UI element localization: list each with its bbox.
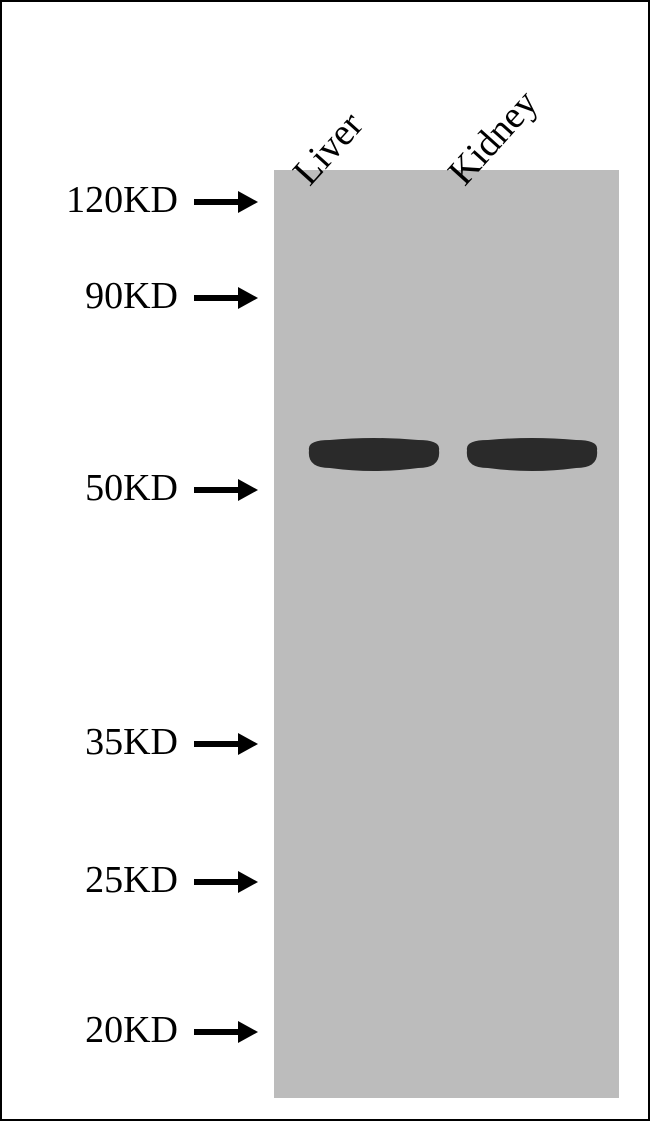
marker-arrow-head-0 <box>238 191 258 213</box>
blot-membrane <box>274 170 619 1098</box>
marker-label-2: 50KD <box>85 466 178 510</box>
marker-label-0: 120KD <box>66 178 178 222</box>
marker-arrow-head-2 <box>238 479 258 501</box>
marker-arrow-line-1 <box>194 295 238 301</box>
marker-label-4: 25KD <box>85 858 178 902</box>
band-1 <box>463 436 601 476</box>
marker-label-1: 90KD <box>85 274 178 318</box>
band-0 <box>305 436 443 476</box>
marker-arrow-line-0 <box>194 199 238 205</box>
marker-arrow-head-3 <box>238 733 258 755</box>
marker-label-3: 35KD <box>85 720 178 764</box>
marker-arrow-line-2 <box>194 487 238 493</box>
marker-arrow-head-5 <box>238 1021 258 1043</box>
marker-arrow-line-3 <box>194 741 238 747</box>
marker-arrow-line-5 <box>194 1029 238 1035</box>
figure-container: LiverKidney 120KD90KD50KD35KD25KD20KD <box>0 0 650 1121</box>
marker-label-5: 20KD <box>85 1008 178 1052</box>
marker-arrow-head-4 <box>238 871 258 893</box>
marker-arrow-head-1 <box>238 287 258 309</box>
marker-arrow-line-4 <box>194 879 238 885</box>
